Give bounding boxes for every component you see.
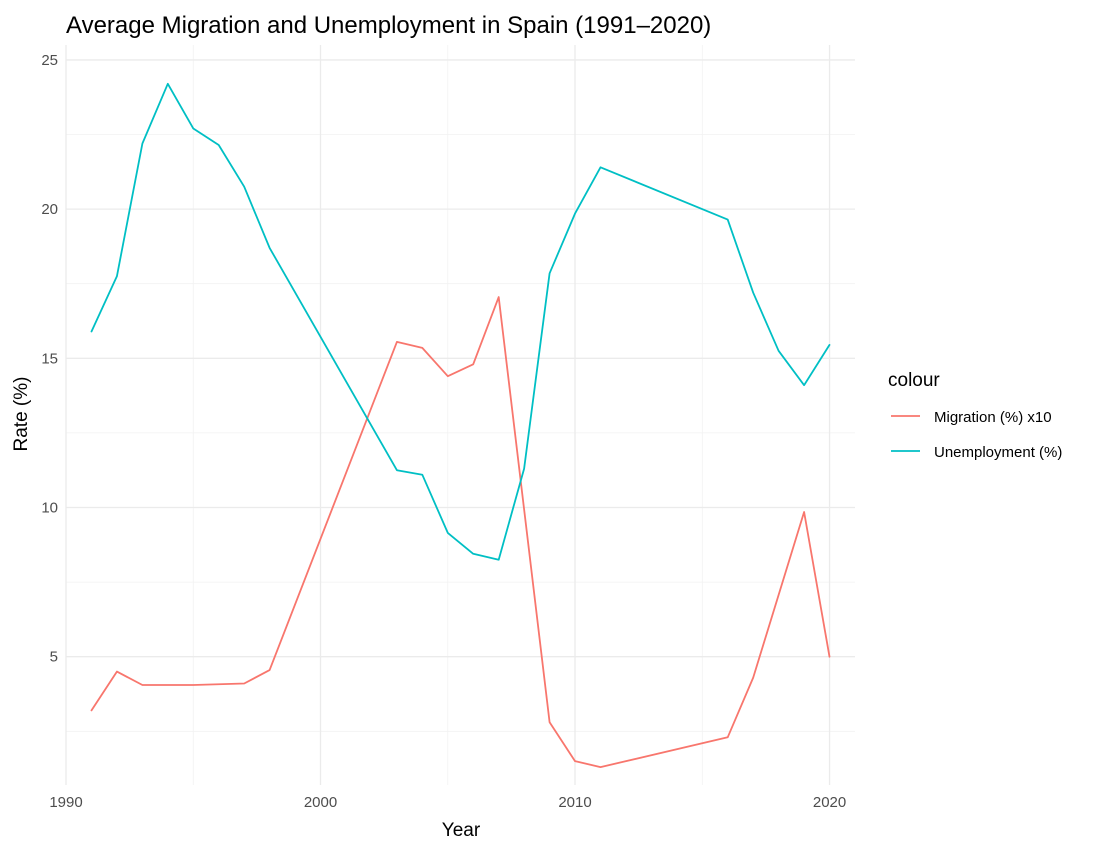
series-line-1 [90,82,831,561]
y-tick-label: 25 [41,52,58,69]
series-line-0 [90,296,831,768]
y-axis-title: Rate (%) [11,377,32,452]
legend-title: colour [888,370,940,391]
y-tick-label: 5 [50,649,58,666]
axis-ticks: 1990 2000 2010 2020 5 10 15 20 25 [41,52,846,811]
x-tick-label: 2000 [304,794,337,811]
x-tick-label: 2020 [813,794,846,811]
y-tick-label: 20 [41,201,58,218]
grid-lines [65,45,855,785]
y-tick-label: 10 [41,500,58,517]
legend: colour Migration (%) x10 Unemployment (%… [888,370,1062,461]
x-axis-title: Year [442,820,481,841]
chart-title: Average Migration and Unemployment in Sp… [66,12,711,39]
x-tick-label: 2010 [558,794,591,811]
legend-label-unemployment: Unemployment (%) [934,444,1062,461]
legend-item-unemployment: Unemployment (%) [891,444,1062,461]
x-tick-label: 1990 [49,794,82,811]
y-tick-label: 15 [41,350,58,367]
legend-label-migration: Migration (%) x10 [934,409,1052,426]
legend-item-migration: Migration (%) x10 [891,409,1052,426]
series-lines [90,82,831,768]
